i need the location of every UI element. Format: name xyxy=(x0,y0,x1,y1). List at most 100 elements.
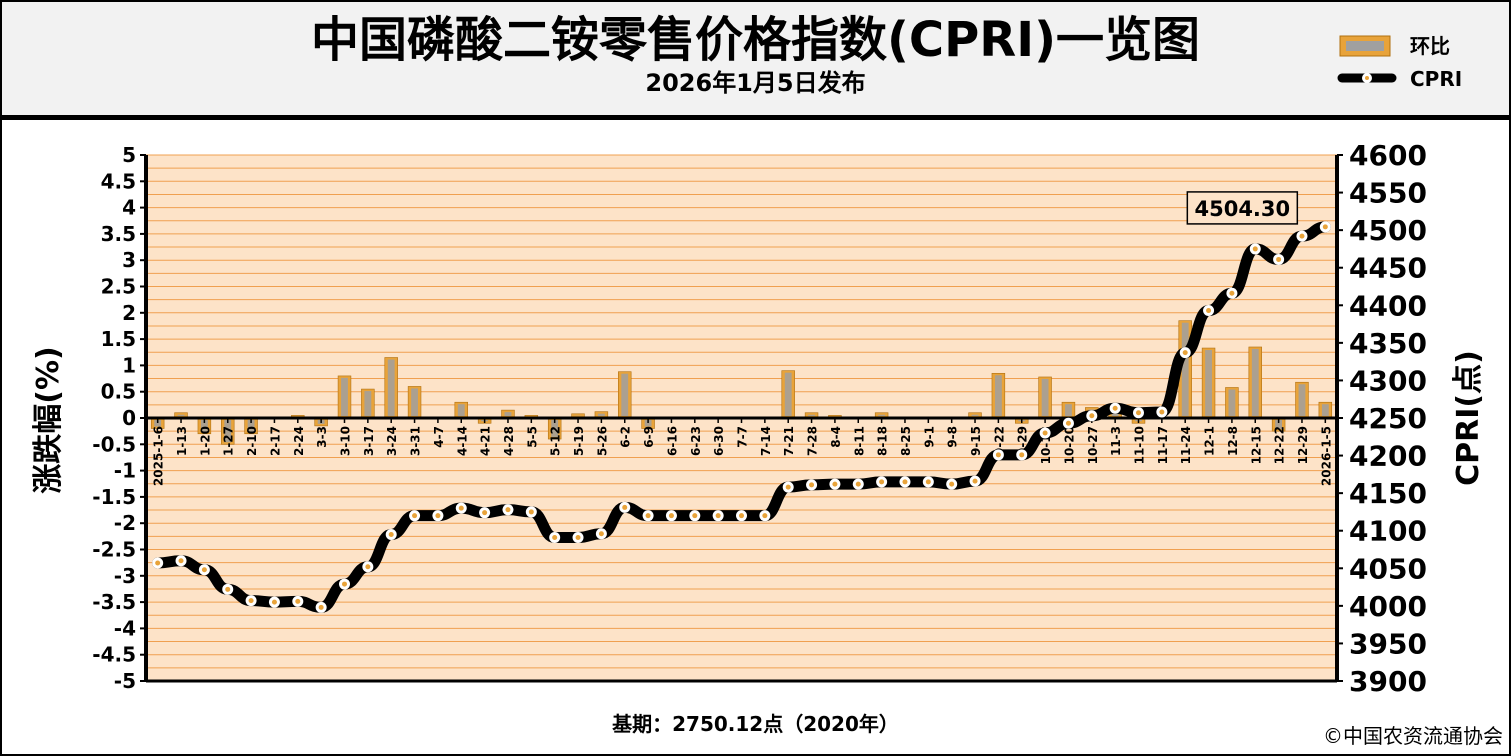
bar-inner xyxy=(1065,404,1072,416)
cpri-marker-dot xyxy=(668,513,674,519)
right-tick-label: 4400 xyxy=(1349,289,1427,322)
base-period-note: 基期：2750.12点（2020年） xyxy=(612,712,899,736)
x-tick-label: 3-10 xyxy=(339,426,353,456)
bar-inner xyxy=(457,404,465,416)
left-tick-label: 3 xyxy=(122,248,136,272)
x-tick-label: 6-30 xyxy=(712,426,726,456)
cpri-marker-dot xyxy=(972,478,978,484)
bar-inner xyxy=(1251,348,1259,416)
left-tick-label: 0.5 xyxy=(101,380,136,404)
right-tick-label: 4200 xyxy=(1349,440,1427,473)
x-tick-label: 3-24 xyxy=(385,426,399,456)
cpri-marker-dot xyxy=(598,531,604,537)
left-tick-label: -2.5 xyxy=(92,538,136,562)
right-tick-label: 4050 xyxy=(1349,552,1427,585)
cpri-marker-dot xyxy=(318,604,324,610)
bar-inner xyxy=(1041,378,1049,416)
x-tick-label: 5-5 xyxy=(525,426,539,448)
cpri-marker-dot xyxy=(762,513,768,519)
bar-inner xyxy=(644,420,652,427)
x-tick-label: 1-20 xyxy=(198,426,212,456)
legend-label-cpri: CPRI xyxy=(1410,67,1462,91)
x-tick-label: 1-13 xyxy=(175,426,189,456)
left-tick-label: 1.5 xyxy=(101,327,136,351)
cpri-marker-dot xyxy=(155,560,161,566)
cpri-marker-dot xyxy=(295,598,301,604)
right-tick-label: 3950 xyxy=(1349,627,1427,660)
x-tick-label: 7-21 xyxy=(782,426,796,456)
bar-inner xyxy=(1205,350,1212,416)
left-tick-label: -4 xyxy=(114,616,136,640)
bar-inner xyxy=(878,414,886,416)
bar-inner xyxy=(1321,404,1329,416)
bar-inner xyxy=(247,420,255,432)
bar-inner xyxy=(504,412,512,416)
x-tick-label: 2-10 xyxy=(245,426,259,456)
x-tick-label: 12-15 xyxy=(1249,426,1263,464)
left-tick-label: -4.5 xyxy=(92,643,136,667)
bar-inner xyxy=(341,377,348,416)
x-tick-label: 9-8 xyxy=(946,426,960,448)
bar-inner xyxy=(808,414,815,416)
x-axis-ticks: 2025-1-6 1-13 1-20 1-27 2-10 2-17 2-24 3-3 3-10 3… xyxy=(152,418,1333,486)
x-tick-label: 6-16 xyxy=(665,426,679,456)
right-tick-label: 4150 xyxy=(1349,477,1427,510)
x-tick-label: 8-25 xyxy=(899,426,913,456)
x-tick-label: 2-24 xyxy=(292,426,306,456)
x-tick-label: 12-1 xyxy=(1203,426,1217,456)
x-tick-label: 8-11 xyxy=(852,426,866,456)
bar-inner xyxy=(784,372,792,416)
bar-inner xyxy=(1298,384,1306,416)
legend-swatch-marker-dot xyxy=(1365,76,1369,80)
right-tick-label: 4350 xyxy=(1349,327,1427,360)
x-tick-label: 5-26 xyxy=(595,426,609,456)
cpri-marker-dot xyxy=(1112,405,1118,411)
right-tick-label: 4250 xyxy=(1349,402,1427,435)
legend: 环比 CPRI xyxy=(1337,34,1462,91)
legend-label-huanbi: 环比 xyxy=(1410,34,1450,58)
x-tick-label: 11-24 xyxy=(1179,426,1193,464)
bar-inner xyxy=(200,420,208,432)
right-tick-label: 4500 xyxy=(1349,214,1427,247)
cpri-marker-dot xyxy=(645,513,651,519)
y-axis-label-right: CPRI(点) xyxy=(1451,350,1486,486)
x-tick-label: 12-8 xyxy=(1226,426,1240,456)
x-tick-label: 9-22 xyxy=(992,426,1006,456)
cpri-marker-dot xyxy=(1042,430,1048,436)
cpri-marker-dot xyxy=(622,504,628,510)
x-tick-label: 7-28 xyxy=(806,426,820,456)
bar-inner xyxy=(411,388,418,416)
x-tick-label: 6-23 xyxy=(689,426,703,456)
x-tick-label: 9-15 xyxy=(969,426,983,456)
left-tick-label: -0.5 xyxy=(92,432,136,456)
x-tick-label: 10-20 xyxy=(1062,426,1076,464)
cpri-marker-dot xyxy=(552,534,558,540)
x-tick-label: 7-14 xyxy=(759,426,773,456)
line-series-cpri xyxy=(152,221,1331,613)
cpri-marker-dot xyxy=(1182,350,1188,356)
left-tick-label: 4.5 xyxy=(101,169,136,193)
x-tick-label: 10-27 xyxy=(1086,426,1100,464)
cpri-marker-dot xyxy=(365,564,371,570)
bar-inner xyxy=(1181,322,1189,416)
cpri-marker-dot xyxy=(482,510,488,516)
x-tick-label: 4-14 xyxy=(455,426,469,456)
x-tick-label: 9-1 xyxy=(922,426,936,448)
x-tick-label: 1-27 xyxy=(222,426,236,456)
bar-inner xyxy=(364,391,372,416)
cpri-marker-dot xyxy=(458,505,464,511)
x-tick-label: 6-2 xyxy=(619,426,633,448)
x-tick-label: 5-12 xyxy=(549,426,563,456)
bar-inner xyxy=(154,420,162,427)
x-tick-label: 2026-1-5 xyxy=(1319,426,1333,486)
cpri-marker-dot xyxy=(1136,410,1141,416)
right-tick-label: 4000 xyxy=(1349,590,1427,623)
left-tick-label: 2 xyxy=(122,301,136,325)
cpri-marker-dot xyxy=(412,513,418,519)
bar-inner xyxy=(551,420,559,438)
cpri-marker-dot xyxy=(739,513,744,519)
cpri-marker-dot xyxy=(435,513,441,519)
left-tick-label: -2 xyxy=(114,511,136,535)
cpri-marker-dot xyxy=(715,513,721,519)
cpri-marker-dot xyxy=(995,452,1001,458)
